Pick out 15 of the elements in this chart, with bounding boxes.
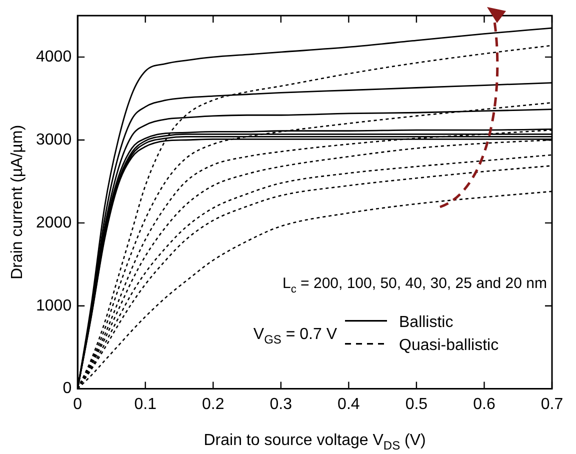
x-tick-label: 0.5 <box>405 396 428 413</box>
x-tick-label: 0.4 <box>338 396 360 413</box>
y-axis-title: Drain current (µA/µm) <box>9 124 26 280</box>
y-tick-label: 2000 <box>36 214 72 232</box>
x-tick-label: 0.3 <box>270 396 292 413</box>
legend-label: Ballistic <box>399 314 454 331</box>
y-tick-label: 4000 <box>36 48 72 66</box>
y-tick-label: 3000 <box>36 131 72 148</box>
x-tick-label: 0.2 <box>202 396 224 413</box>
legend-label: Quasi-ballistic <box>399 336 499 354</box>
y-tick-label: 1000 <box>36 297 72 314</box>
x-tick-label: 0.1 <box>134 396 157 413</box>
y-tick-label: 0 <box>62 380 72 398</box>
x-tick-label: 0.6 <box>473 396 496 413</box>
x-tick-label: 0.7 <box>540 396 564 413</box>
